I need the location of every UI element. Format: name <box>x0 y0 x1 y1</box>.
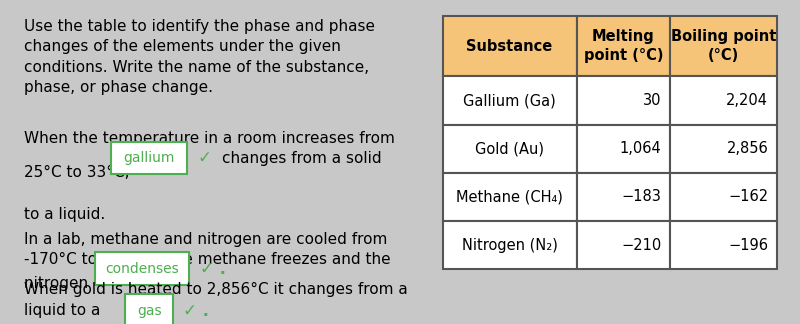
Text: ✓: ✓ <box>198 149 211 167</box>
FancyBboxPatch shape <box>126 294 173 324</box>
FancyBboxPatch shape <box>442 221 577 269</box>
Text: 30: 30 <box>642 93 661 108</box>
FancyBboxPatch shape <box>94 252 190 285</box>
Text: In a lab, methane and nitrogen are cooled from
-170°C to -200°C. The methane fre: In a lab, methane and nitrogen are coole… <box>25 232 391 267</box>
Text: −162: −162 <box>728 190 768 204</box>
Text: Gold (Au): Gold (Au) <box>475 141 544 156</box>
Text: nitrogen: nitrogen <box>25 275 94 291</box>
Text: Substance: Substance <box>466 39 553 54</box>
FancyBboxPatch shape <box>670 16 778 76</box>
Text: 25°C to 33°C,: 25°C to 33°C, <box>25 165 135 180</box>
FancyBboxPatch shape <box>577 125 670 173</box>
Text: gallium: gallium <box>123 151 174 165</box>
Text: −210: −210 <box>621 238 661 253</box>
Text: ✓ .: ✓ . <box>199 260 226 278</box>
FancyBboxPatch shape <box>442 125 577 173</box>
Text: changes from a solid: changes from a solid <box>222 151 382 166</box>
FancyBboxPatch shape <box>577 76 670 125</box>
Text: −183: −183 <box>622 190 661 204</box>
FancyBboxPatch shape <box>442 16 577 76</box>
Text: When gold is heated to 2,856°C it changes from a
liquid to a: When gold is heated to 2,856°C it change… <box>25 282 408 318</box>
FancyBboxPatch shape <box>670 221 778 269</box>
Text: Nitrogen (N₂): Nitrogen (N₂) <box>462 238 558 253</box>
FancyBboxPatch shape <box>670 173 778 221</box>
Text: gas: gas <box>137 304 162 318</box>
FancyBboxPatch shape <box>577 221 670 269</box>
FancyBboxPatch shape <box>577 173 670 221</box>
FancyBboxPatch shape <box>442 173 577 221</box>
Text: Gallium (Ga): Gallium (Ga) <box>463 93 556 108</box>
FancyBboxPatch shape <box>111 142 187 174</box>
Text: 1,064: 1,064 <box>619 141 661 156</box>
Text: When the temperature in a room increases from: When the temperature in a room increases… <box>25 131 395 146</box>
Text: Use the table to identify the phase and phase
changes of the elements under the : Use the table to identify the phase and … <box>25 19 375 95</box>
Text: ✓ .: ✓ . <box>183 302 209 319</box>
FancyBboxPatch shape <box>670 76 778 125</box>
Text: −196: −196 <box>728 238 768 253</box>
Text: Methane (CH₄): Methane (CH₄) <box>456 190 563 204</box>
Text: 2,856: 2,856 <box>726 141 768 156</box>
FancyBboxPatch shape <box>577 16 670 76</box>
Text: Melting
point (°C): Melting point (°C) <box>584 29 663 63</box>
FancyBboxPatch shape <box>442 76 577 125</box>
Text: Boiling point
(°C): Boiling point (°C) <box>671 29 777 63</box>
Text: condenses: condenses <box>105 261 178 275</box>
Text: to a liquid.: to a liquid. <box>25 207 106 222</box>
Text: 2,204: 2,204 <box>726 93 768 108</box>
FancyBboxPatch shape <box>670 125 778 173</box>
